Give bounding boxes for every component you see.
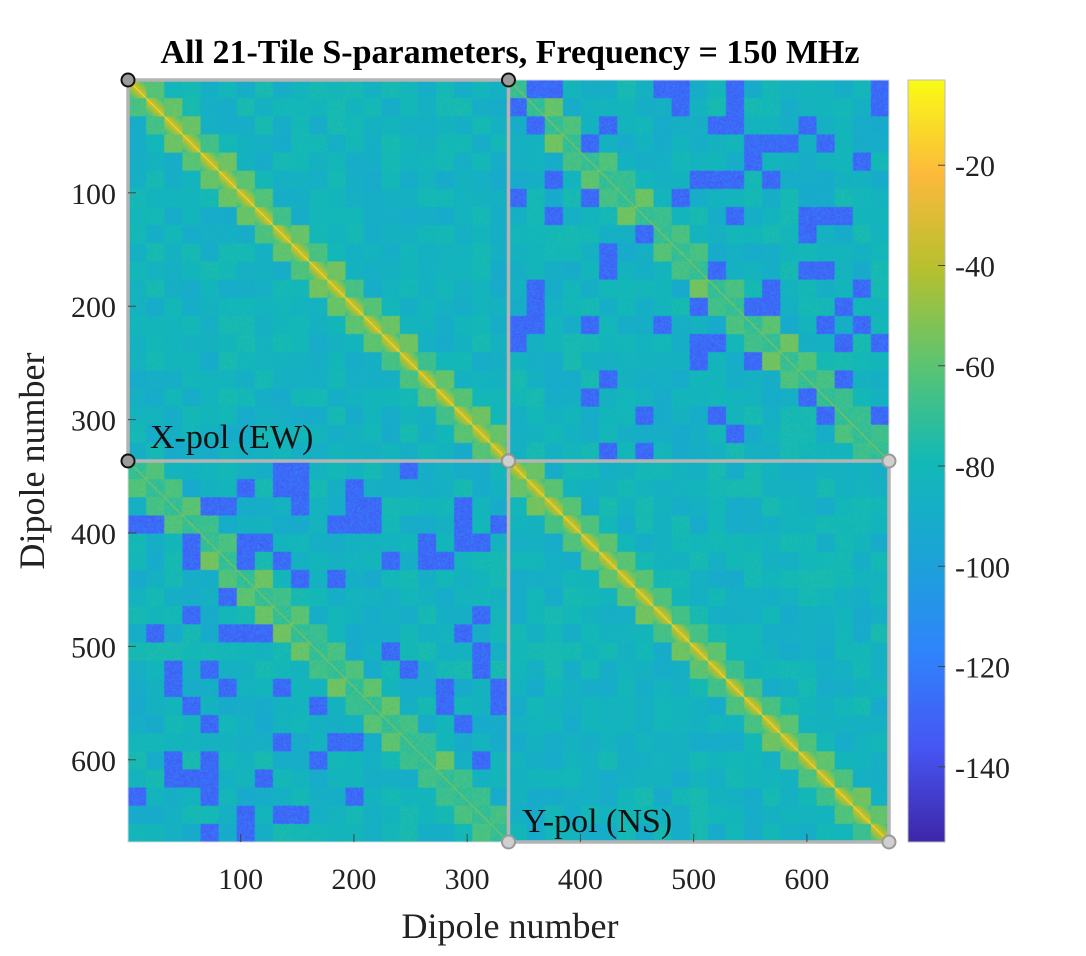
corner-marker (501, 453, 516, 469)
quadrant-frame-y-pol (506, 459, 891, 844)
x-pol-label: X-pol (EW) (150, 419, 313, 456)
x-tick-label: 300 (445, 863, 490, 896)
corner-marker (120, 72, 136, 88)
corner-marker (501, 72, 516, 88)
colorbar-tick-label: -100 (955, 551, 1010, 584)
y-tick-label: 100 (71, 178, 116, 211)
quadrant-frame-x-pol (126, 78, 511, 463)
x-tick-label: 100 (218, 863, 263, 896)
y-tick-label: 600 (71, 745, 116, 778)
x-axis-ticks: 100 200 300 400 500 600 (218, 834, 829, 896)
colorbar-tick-label: -40 (955, 250, 995, 283)
quadrant-frames (120, 72, 897, 850)
colorbar-tick-label: -140 (955, 752, 1010, 785)
corner-marker (501, 834, 516, 850)
y-tick-label: 400 (71, 518, 116, 551)
colorbar-tick-label: -60 (955, 351, 995, 384)
colorbar: -20 -40 -60 -80 -100 -120 -140 (907, 79, 1010, 843)
colorbar-tick-label: -120 (955, 652, 1010, 685)
corner-marker (881, 834, 897, 850)
y-tick-label: 200 (71, 291, 116, 324)
corner-marker (120, 453, 136, 469)
chart-title: All 21-Tile S-parameters, Frequency = 15… (161, 34, 860, 71)
colorbar-gradient (907, 79, 946, 843)
colorbar-tick-label: -20 (955, 150, 995, 183)
y-tick-label: 300 (71, 405, 116, 438)
colorbar-ticks: -20 -40 -60 -80 -100 -120 -140 (938, 150, 1010, 785)
x-tick-label: 200 (331, 863, 376, 896)
y-axis-ticks: 100 200 300 400 500 600 (71, 178, 136, 778)
x-tick-label: 600 (784, 863, 829, 896)
plot-area: 100 200 300 400 500 600 100 200 300 400 500 600 X-… (71, 72, 897, 896)
colorbar-tick-label: -80 (955, 451, 995, 484)
y-axis-label: Dipole number (12, 353, 52, 570)
y-pol-label: Y-pol (NS) (522, 803, 672, 840)
x-axis-label: Dipole number (402, 906, 619, 946)
y-tick-label: 500 (71, 631, 116, 664)
x-tick-label: 500 (671, 863, 716, 896)
x-tick-label: 400 (558, 863, 603, 896)
corner-marker (881, 453, 897, 469)
